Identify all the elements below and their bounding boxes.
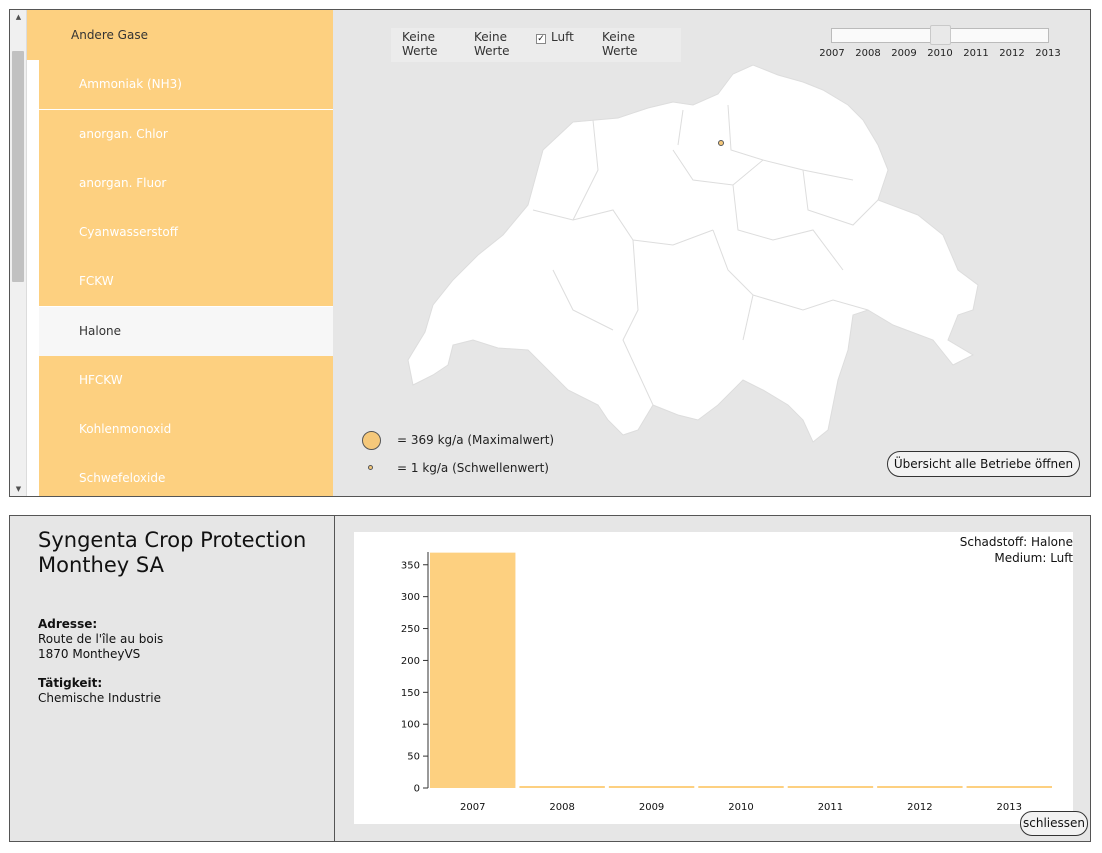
list-scrollbar[interactable]: ▲ ▼ — [10, 10, 27, 496]
media-boden-line1: Keine — [474, 30, 507, 44]
y-tick-label: 250 — [401, 624, 420, 635]
y-tick-label: 200 — [401, 656, 420, 667]
y-tick-label: 100 — [401, 720, 420, 731]
x-tick-label: 2010 — [728, 802, 753, 813]
scroll-up-arrow-icon[interactable]: ▲ — [15, 13, 22, 21]
bar — [608, 786, 695, 788]
facility-marker[interactable] — [718, 140, 724, 146]
canton-borders — [532, 104, 879, 406]
legend-min-circle — [368, 465, 373, 470]
list-item[interactable]: FCKW — [39, 257, 333, 306]
y-tick-label: 0 — [414, 784, 420, 795]
y-tick-label: 150 — [401, 688, 420, 699]
media-abfall-label: Keine Werte — [602, 30, 638, 58]
year-slider-handle[interactable] — [930, 25, 951, 45]
legend-max-circle — [362, 431, 381, 450]
year-tick-2010: 2010 — [927, 48, 953, 59]
facility-name: Syngenta Crop Protection Monthey SA — [38, 528, 307, 577]
bar — [519, 786, 605, 788]
list-item[interactable]: Schwefeloxide — [39, 454, 333, 496]
luft-checkbox[interactable]: ✓ — [536, 34, 546, 44]
list-item-selected[interactable]: Halone — [39, 307, 333, 356]
x-tick-label: 2011 — [818, 802, 843, 813]
scroll-down-arrow-icon[interactable]: ▼ — [15, 485, 22, 493]
bar — [966, 786, 1052, 788]
media-boden-line2: Werte — [474, 44, 510, 58]
legend-max-text: = 369 kg/a (Maximalwert) — [397, 433, 555, 447]
activity-label: Tätigkeit: — [38, 676, 103, 690]
facility-info: Syngenta Crop Protection Monthey SA Adre… — [10, 516, 335, 841]
year-tick-2013: 2013 — [1035, 48, 1061, 59]
media-boden-label: Keine Werte — [474, 30, 510, 58]
x-tick-label: 2012 — [907, 802, 932, 813]
pollutant-list: Andere Gase Ammoniak (NH3) anorgan. Chlo… — [27, 10, 333, 496]
map-area: Keine Werte Keine Werte ✓ Luft Keine Wer… — [333, 10, 1090, 496]
detail-panel: Syngenta Crop Protection Monthey SA Adre… — [9, 515, 1091, 842]
list-item[interactable]: Kohlenmonoxid — [39, 405, 333, 454]
y-tick-label: 300 — [401, 592, 420, 603]
media-wasser-line2: Werte — [402, 44, 438, 58]
year-tick-2007: 2007 — [819, 48, 845, 59]
media-abfall-line2: Werte — [602, 44, 638, 58]
luft-label: Luft — [551, 30, 574, 44]
year-tick-2008: 2008 — [855, 48, 881, 59]
chart-svg: 0 50 100 150 200 250 300 350 2007 2008 2009 2010 201… — [401, 552, 1052, 813]
bar — [430, 552, 516, 788]
overview-button[interactable]: Übersicht alle Betriebe öffnen — [887, 451, 1080, 477]
list-item[interactable]: Ammoniak (NH3) — [39, 60, 333, 109]
list-item[interactable]: HFCKW — [39, 356, 333, 405]
address-line1: Route de l'île au bois — [38, 632, 164, 646]
bar — [787, 786, 874, 788]
media-abfall-line1: Keine — [602, 30, 635, 44]
chart-pollutant-label: Schadstoff: Halone — [959, 535, 1073, 549]
list-item[interactable]: anorgan. Chlor — [39, 110, 333, 159]
media-legend — [391, 28, 681, 62]
map-panel: ▲ ▼ Andere Gase Ammoniak (NH3) anorgan. … — [9, 9, 1091, 497]
activity-value: Chemische Industrie — [38, 691, 162, 705]
switzerland-outline — [407, 64, 979, 443]
year-tick-2011: 2011 — [963, 48, 989, 59]
pollutant-group-header[interactable]: Andere Gase — [27, 10, 333, 60]
list-item[interactable]: Cyanwasserstoff — [39, 208, 333, 257]
y-tick-label: 50 — [407, 752, 420, 763]
bar — [698, 786, 784, 788]
media-wasser-line1: Keine — [402, 30, 435, 44]
address-line2: 1870 MontheyVS — [38, 647, 141, 661]
list-item[interactable]: anorgan. Fluor — [39, 159, 333, 208]
year-tick-2012: 2012 — [999, 48, 1025, 59]
scroll-thumb[interactable] — [12, 51, 24, 282]
legend-min-text: = 1 kg/a (Schwellenwert) — [397, 461, 549, 475]
x-tick-label: 2007 — [460, 802, 485, 813]
year-tick-2009: 2009 — [891, 48, 917, 59]
x-tick-label: 2008 — [549, 802, 574, 813]
chart-medium-label: Medium: Luft — [994, 551, 1073, 565]
x-tick-label: 2009 — [639, 802, 664, 813]
y-tick-label: 350 — [401, 560, 420, 571]
emissions-chart: 0 50 100 150 200 250 300 350 2007 2008 2009 2010 201… — [354, 532, 1073, 824]
close-button[interactable]: schliessen — [1020, 811, 1088, 836]
x-tick-label: 2013 — [997, 802, 1022, 813]
switzerland-map — [407, 64, 979, 443]
media-wasser-label: Keine Werte — [402, 30, 438, 58]
address-label: Adresse: — [38, 617, 98, 631]
bar — [877, 786, 963, 788]
